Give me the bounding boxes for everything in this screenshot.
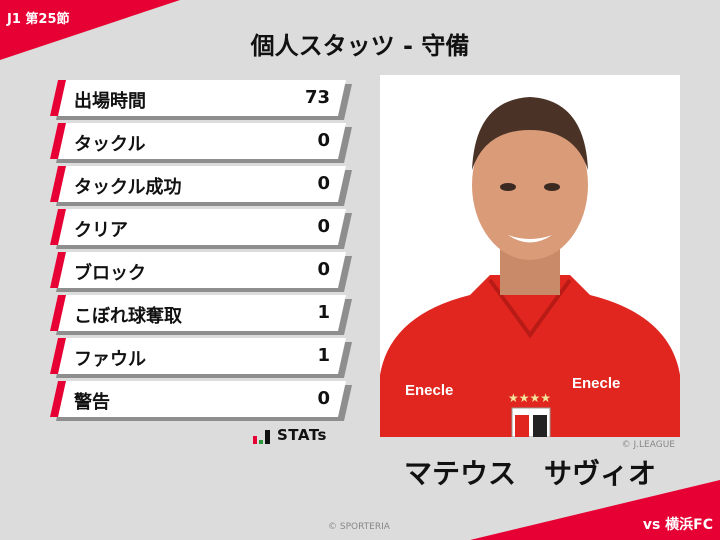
row-bar <box>50 209 346 245</box>
player-name: マテウス サヴィオ <box>403 457 656 490</box>
stat-label: こぼれ球奪取 <box>74 306 182 327</box>
stat-label: タックル成功 <box>74 177 182 198</box>
stat-value: 0 <box>317 259 330 280</box>
stat-value: 73 <box>304 87 330 108</box>
row-bar <box>50 123 346 159</box>
stat-row: こぼれ球奪取 1 <box>50 295 352 332</box>
stat-label: ブロック <box>74 263 146 284</box>
page-title: 個人スタッツ - 守備 <box>250 32 470 60</box>
stat-label: ファウル <box>74 349 146 370</box>
stat-row: クリア 0 <box>50 209 352 246</box>
stat-label: 出場時間 <box>74 91 146 112</box>
row-bar <box>50 80 346 116</box>
sponsor-logo-left: Enecle <box>405 382 453 399</box>
stat-row: 警告 0 <box>50 381 352 418</box>
stats-logo: STATs <box>253 426 327 444</box>
stat-row: ブロック 0 <box>50 252 352 289</box>
stat-value: 0 <box>317 216 330 237</box>
stat-row: 出場時間 73 <box>50 80 352 117</box>
stat-value: 0 <box>317 173 330 194</box>
stat-label: 警告 <box>74 392 110 413</box>
stat-label: クリア <box>74 220 128 241</box>
stat-row: タックル成功 0 <box>50 166 352 203</box>
photo-credit: © J.LEAGUE <box>621 440 675 450</box>
bar-chart-icon <box>253 430 270 444</box>
copyright: © SPORTERIA <box>328 522 390 532</box>
row-bar <box>50 252 346 288</box>
stat-label: タックル <box>74 134 146 155</box>
row-bar <box>50 381 346 417</box>
stat-row: タックル 0 <box>50 123 352 160</box>
stat-value: 0 <box>317 388 330 409</box>
stats-logo-text: STATs <box>277 426 327 444</box>
opponent-label: vs 横浜FC <box>642 517 713 533</box>
row-bar <box>50 338 346 374</box>
stat-value: 1 <box>317 302 330 323</box>
round-label: J1 第25節 <box>7 12 70 27</box>
stat-value: 1 <box>317 345 330 366</box>
row-bar <box>50 295 346 331</box>
stars-icon: ★★★★ <box>508 391 551 405</box>
sponsor-logo-right: Enecle <box>572 375 620 392</box>
stat-value: 0 <box>317 130 330 151</box>
player-photo: Enecle Enecle ★★★★ <box>380 75 680 437</box>
row-bar <box>50 166 346 202</box>
stat-row: ファウル 1 <box>50 338 352 375</box>
